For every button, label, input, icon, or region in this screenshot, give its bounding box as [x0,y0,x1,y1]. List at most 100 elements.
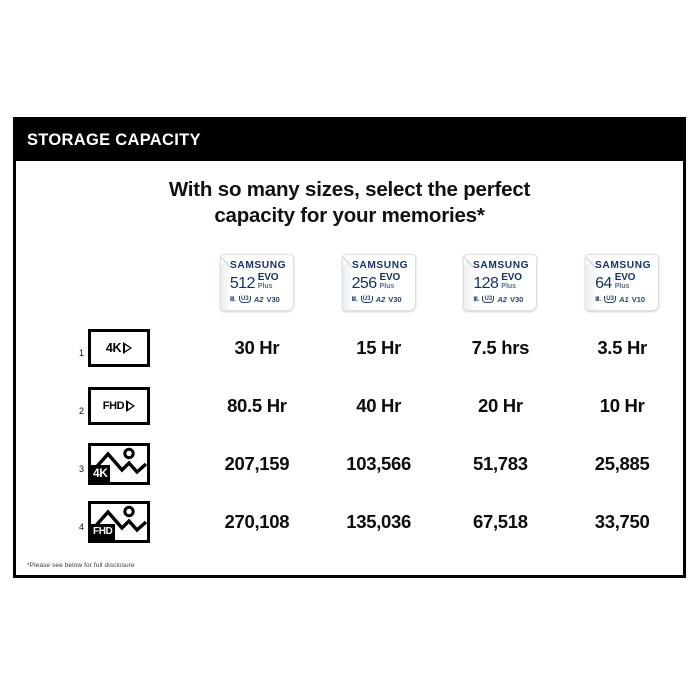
card-series-evo: EVO [501,272,522,283]
card-capacity-label: 128 [473,274,499,292]
app-class-badge: A2 [375,294,386,304]
fhd-photo-icon: FHD [88,501,150,543]
table-row: 4 FHD 270,108 135,036 67,518 33,750 [16,493,683,551]
card-series-evo: EVO [614,272,636,283]
cell-512: 270,108 [224,511,290,532]
card-column-64: SAMSUNG 64 EVO Plus Ⅲ . U3 [561,253,683,311]
row-index: 2 [78,405,84,416]
headline: With so many sizes, select the perfect c… [16,161,683,229]
card-left-band [342,254,353,310]
card-notch [586,254,597,267]
4k-video-icon-label: 4K [105,341,122,355]
cell-64: 3.5 Hr [597,337,647,358]
card-series-plus: Plus [257,283,273,290]
row-icon-cell: 4K [88,443,196,485]
card-series: EVO Plus [258,273,279,291]
cell-256: 40 Hr [356,395,402,416]
microsd-card-64: SAMSUNG 64 EVO Plus Ⅲ . U3 [585,253,660,311]
card-cut-corner [650,301,659,310]
fhd-photo-icon-label: FHD [91,523,115,540]
card-left-band [586,254,597,310]
card-left-band [220,254,231,310]
mountain-photo-glyph [91,505,147,533]
microsd-card-512: SAMSUNG 512 EVO Plus Ⅲ . U3 [219,253,294,311]
card-capacity-row: 256 EVO Plus [352,273,413,291]
card-brand-label: SAMSUNG [595,258,652,271]
sdhc-icon: Ⅲ . [351,296,358,304]
video-class-badge: V30 [388,294,402,304]
card-capacity-label: 256 [351,274,378,292]
cell-256: 103,566 [346,453,412,474]
microsd-card-256: SAMSUNG 256 EVO Plus Ⅲ . U3 [341,253,416,311]
panel-header-bar: STORAGE CAPACITY [16,120,683,161]
row-index: 4 [78,521,84,532]
card-notch [464,254,475,267]
card-capacity-row: 512 EVO Plus [230,273,291,291]
sdhc-icon: Ⅲ . [229,296,236,304]
card-notch [220,254,231,267]
card-column-512: SAMSUNG 512 EVO Plus Ⅲ . U3 [196,253,318,311]
speed-class-badge: U3 [238,295,251,304]
card-spec-row: Ⅲ . U3 A2 V30 [230,295,291,304]
card-series-plus: Plus [614,283,630,290]
sdhc-icon: Ⅲ . [473,296,480,304]
card-cut-corner [284,301,293,310]
row-index-cell: 4 [16,513,88,532]
table-row: 1 4K 30 Hr 15 Hr 7.5 hrs 3.5 Hr [16,319,683,377]
app-class-badge: A2 [253,294,264,304]
card-series-evo: EVO [257,272,279,283]
card-capacity-row: 64 EVO Plus [595,273,656,291]
card-face: SAMSUNG 64 EVO Plus Ⅲ . U3 [595,259,656,307]
card-series-plus: Plus [501,283,517,290]
card-face: SAMSUNG 512 EVO Plus Ⅲ . U3 [230,259,291,307]
card-series: EVO Plus [501,273,522,291]
cell-512: 30 Hr [234,337,280,358]
card-series-plus: Plus [379,283,395,290]
card-face: SAMSUNG 256 EVO Plus Ⅲ . U3 [352,259,413,307]
row-icon-cell: 4K [88,329,196,367]
app-class-badge: A2 [497,294,507,304]
row-icon-cell: FHD [88,501,196,543]
cell-128: 67,518 [472,511,528,532]
cell-128: 51,783 [472,453,528,474]
play-triangle-icon [123,342,133,354]
speed-class-badge: U3 [482,295,495,304]
table-row: 3 4K 207,159 103,566 51,783 25,885 [16,435,683,493]
card-spec-row: Ⅲ . U3 A2 V30 [352,295,413,304]
video-class-badge: V30 [509,294,524,304]
disclosure-footnote: *Please see below for full disclosure [27,562,135,569]
panel-body: With so many sizes, select the perfect c… [16,161,683,575]
cell-128: 7.5 hrs [471,337,530,358]
4k-photo-icon: 4K [88,443,150,485]
card-series: EVO Plus [380,273,401,291]
headline-line-2: capacity for your memories* [214,204,485,228]
sdhc-icon: Ⅲ . [595,296,602,304]
app-class-badge: A1 [619,294,629,304]
row-index-cell: 3 [16,455,88,474]
play-triangle-icon [126,400,136,412]
row-index-cell: 1 [16,339,88,358]
card-brand-label: SAMSUNG [229,258,287,271]
cell-512: 207,159 [224,453,290,474]
table-header-row: SAMSUNG 512 EVO Plus Ⅲ . U3 [16,245,683,319]
row-index: 1 [78,347,84,358]
card-cut-corner [528,301,537,310]
storage-capacity-panel: STORAGE CAPACITY With so many sizes, sel… [13,117,686,578]
speed-class-badge: U3 [360,295,373,304]
card-left-band [464,254,475,310]
4k-video-icon: 4K [88,329,150,367]
cell-64: 25,885 [594,453,650,474]
row-index-cell: 2 [16,397,88,416]
card-column-256: SAMSUNG 256 EVO Plus Ⅲ . U3 [318,253,440,311]
4k-photo-icon-label: 4K [91,464,111,482]
fhd-video-icon-label: FHD [102,400,125,412]
cell-128: 20 Hr [477,395,523,416]
video-class-badge: V10 [631,294,646,304]
card-capacity-row: 128 EVO Plus [473,273,534,291]
row-icon-cell: FHD [88,387,196,425]
table-row: 2 FHD 80.5 Hr 40 Hr 20 Hr 10 Hr [16,377,683,435]
card-brand-label: SAMSUNG [473,258,530,271]
fhd-video-icon: FHD [88,387,150,425]
cell-64: 33,750 [594,511,650,532]
card-spec-row: Ⅲ . U3 A2 V30 [473,295,534,304]
